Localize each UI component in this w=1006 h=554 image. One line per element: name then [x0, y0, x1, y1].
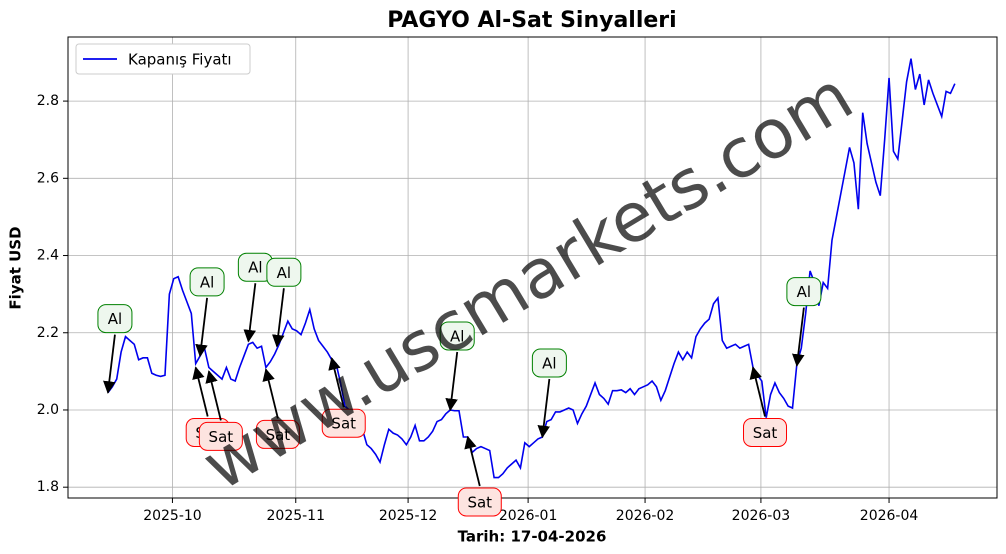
signal-box — [266, 257, 302, 287]
signal-box — [439, 321, 475, 351]
signal-arrow — [537, 378, 551, 439]
y-tick-label: 2.2 — [37, 325, 59, 341]
signal-arrow — [271, 288, 285, 348]
y-tick-label: 2.4 — [37, 248, 59, 264]
signal-box — [198, 421, 243, 451]
x-axis-label: Tarih: 17-04-2026 — [458, 528, 607, 546]
signal-arrow — [195, 297, 208, 358]
legend: Kapanış Fiyatı — [75, 43, 251, 75]
signal-box — [457, 487, 502, 517]
signal-label: Sat — [753, 424, 778, 442]
signal-label: Al — [450, 327, 464, 345]
signal-label: Sat — [266, 426, 291, 444]
x-tick-label: 2025-10 — [143, 508, 202, 524]
y-axis-label: Fiyat USD — [7, 226, 25, 309]
signal-arrow — [749, 366, 766, 417]
x-tick-label: 2026-01 — [499, 508, 558, 524]
signal-label: Al — [200, 273, 214, 291]
signal-arrow — [464, 435, 481, 487]
signal-label: Al — [108, 310, 122, 328]
signal-label: Sat — [467, 493, 492, 511]
x-tick-label: 2025-12 — [379, 508, 438, 524]
signal-arrow — [262, 368, 279, 419]
signal-box — [743, 417, 788, 447]
chart-title: PAGYO Al-Sat Sinyalleri — [387, 8, 676, 33]
x-tick-label: 2026-02 — [616, 508, 675, 524]
x-tick-label: 2026-04 — [860, 508, 919, 524]
signal-label: Al — [248, 259, 262, 277]
signal-arrow — [205, 370, 222, 421]
signal-box — [97, 304, 133, 334]
y-tick-label: 2.0 — [37, 402, 59, 418]
signal-label: Al — [542, 354, 556, 372]
x-tick-label: 2025-11 — [267, 508, 326, 524]
signal-label: Al — [797, 283, 811, 301]
signal-arrow — [192, 366, 209, 417]
signal-arrow — [445, 351, 459, 412]
y-tick-label: 1.8 — [37, 479, 59, 495]
signal-box — [786, 277, 822, 307]
x-tick-label: 2026-03 — [732, 508, 791, 524]
signal-box — [321, 408, 366, 438]
signal-label: Sat — [331, 415, 356, 433]
signal-label: Al — [277, 264, 291, 282]
y-tick-label: 2.6 — [37, 170, 59, 186]
plot-frame — [67, 36, 998, 499]
signal-box — [255, 419, 300, 449]
signal-box — [531, 348, 567, 378]
y-tick-label: 2.8 — [37, 93, 59, 109]
signal-arrow — [328, 357, 345, 408]
legend-label: Kapanış Fiyatı — [128, 51, 232, 69]
legend-box — [75, 43, 251, 75]
signal-label: Sat — [209, 428, 234, 446]
signal-box — [189, 267, 225, 297]
signal-arrow — [791, 307, 805, 367]
signal-arrow — [243, 283, 257, 343]
signal-arrow — [103, 334, 116, 394]
